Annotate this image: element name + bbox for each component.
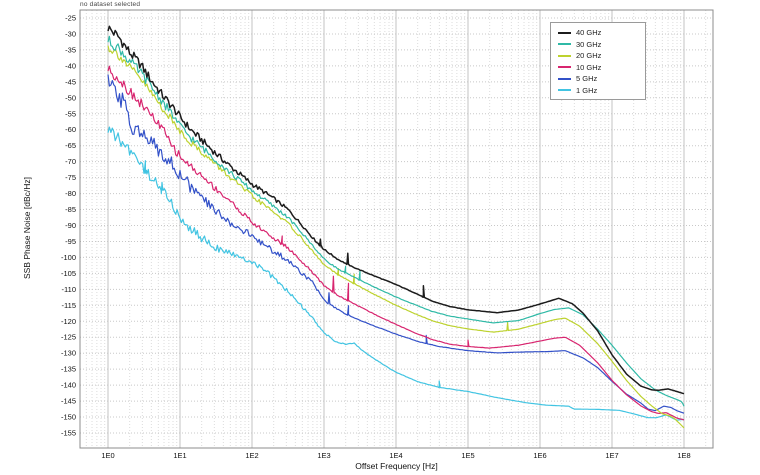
x-tick-label: 1E6: [533, 451, 546, 460]
y-tick-label: -95: [65, 237, 76, 246]
axis-tick-labels: 1E0 1E1 1E2 1E3 1E4 1E5 1E6 1E7 1E8 -25 -30 -35 -40 -…: [61, 14, 691, 461]
x-tick-label: 1E3: [317, 451, 330, 460]
legend-item-label: 30 GHz: [576, 39, 602, 49]
x-tick-label: 1E2: [245, 451, 258, 460]
y-tick-label: -140: [61, 381, 76, 390]
y-tick-label: -150: [61, 413, 76, 422]
plot-border: [79, 9, 714, 449]
legend-item[interactable]: 30 GHz: [551, 39, 645, 51]
x-tick-label: 1E4: [389, 451, 402, 460]
legend: 40 GHz 30 GHz 20 GHz 10 GHz 5 GHz 1 GHz: [550, 22, 646, 100]
series-lines: [107, 25, 685, 429]
legend-item[interactable]: 40 GHz: [551, 27, 645, 39]
x-tick-label: 1E1: [173, 451, 186, 460]
series-line-40-ghz: [107, 25, 685, 395]
x-axis-title: Offset Frequency [Hz]: [355, 461, 438, 471]
legend-item-label: 20 GHz: [576, 51, 602, 60]
legend-item-label: 10 GHz: [576, 62, 602, 72]
y-tick-label: -145: [61, 397, 76, 406]
y-tick-label: -155: [61, 429, 76, 438]
legend-color-swatch: [558, 66, 571, 69]
series-line-1-ghz: [107, 126, 685, 421]
y-tick-label: -85: [65, 205, 76, 214]
x-tick-label: 1E0: [101, 451, 114, 460]
y-tick-label: -90: [65, 221, 76, 230]
y-axis-title: SSB Phase Noise [dBc/Hz]: [22, 176, 32, 280]
y-tick-label: -45: [65, 77, 76, 86]
status-text: no dataset selected: [80, 1, 141, 8]
legend-color-swatch: [558, 89, 571, 92]
y-tick-label: -25: [65, 14, 76, 23]
legend-color-swatch: [558, 77, 571, 80]
y-tick-label: -100: [61, 253, 76, 262]
x-tick-label: 1E8: [677, 451, 690, 460]
legend-color-swatch: [558, 31, 571, 34]
legend-item-label: 5 GHz: [576, 74, 598, 83]
x-tick-label: 1E5: [461, 451, 474, 460]
series-line-20-ghz: [107, 45, 685, 429]
gridlines: [80, 10, 713, 448]
y-tick-label: -125: [61, 333, 76, 342]
y-tick-label: -130: [61, 349, 76, 358]
y-tick-label: -50: [65, 93, 76, 102]
y-tick-label: -105: [61, 269, 76, 278]
series-line-5-ghz: [107, 74, 685, 414]
y-tick-label: -135: [61, 365, 76, 374]
y-tick-label: -35: [65, 45, 76, 54]
y-tick-label: -55: [65, 109, 76, 118]
y-tick-label: -30: [65, 29, 76, 38]
legend-item-label: 1 GHz: [576, 85, 598, 95]
x-tick-label: 1E7: [605, 451, 618, 460]
series-line-10-ghz: [107, 65, 685, 421]
y-tick-label: -115: [62, 301, 76, 310]
y-tick-label: -75: [65, 173, 76, 182]
y-tick-label: -65: [65, 141, 76, 150]
y-tick-label: -40: [65, 61, 76, 70]
y-tick-label: -110: [62, 285, 76, 294]
y-tick-label: -80: [65, 189, 76, 198]
y-tick-label: -70: [65, 157, 76, 166]
legend-color-swatch: [558, 43, 571, 46]
legend-item[interactable]: 5 GHz: [551, 73, 645, 85]
legend-item[interactable]: 10 GHz: [551, 62, 645, 74]
legend-item[interactable]: 1 GHz: [551, 85, 645, 97]
y-tick-label: -60: [65, 125, 76, 134]
legend-color-swatch: [558, 54, 571, 57]
legend-item[interactable]: 20 GHz: [551, 50, 645, 62]
legend-item-label: 40 GHz: [576, 28, 602, 37]
y-tick-label: -120: [61, 317, 76, 326]
